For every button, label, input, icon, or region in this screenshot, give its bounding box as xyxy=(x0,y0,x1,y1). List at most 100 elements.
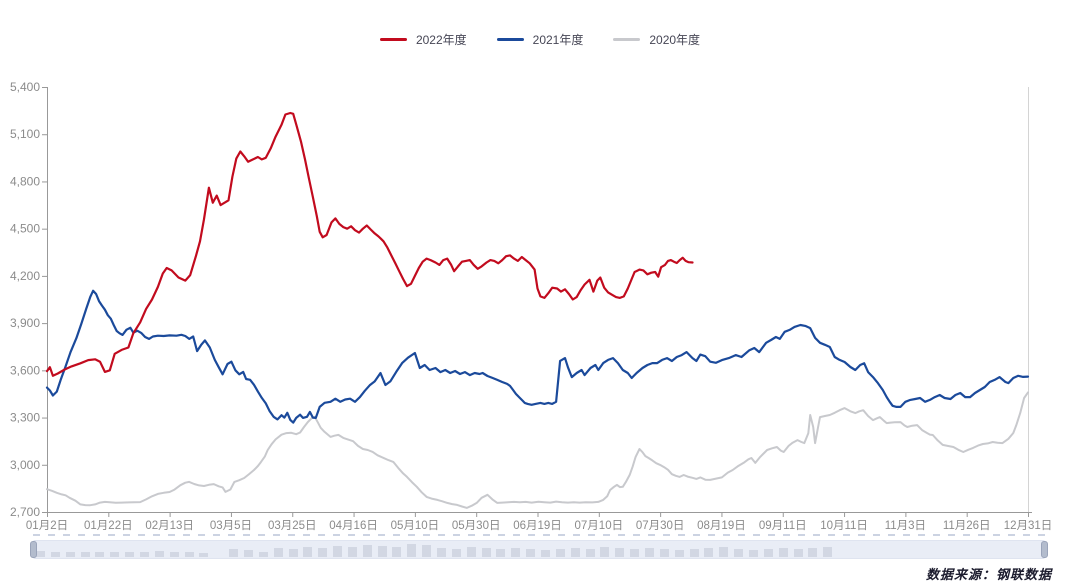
datazoom-left-handle[interactable] xyxy=(30,541,37,558)
datazoom-bar xyxy=(110,552,120,557)
y-axis-label: 2,700 xyxy=(10,505,40,519)
datazoom-bar xyxy=(451,549,461,557)
datazoom-bar xyxy=(392,547,402,557)
datazoom-bar xyxy=(644,548,654,557)
datazoom-bar xyxy=(258,552,268,557)
datazoom-bar xyxy=(734,549,744,557)
y-axis-label: 4,800 xyxy=(10,174,40,188)
x-axis-label: 03月25日 xyxy=(268,520,317,532)
datazoom-bar xyxy=(154,551,164,557)
series-line-2022年度 xyxy=(45,111,694,377)
x-axis-label: 07月10日 xyxy=(575,520,624,532)
legend-line-swatch-2021 xyxy=(496,38,524,41)
datazoom-bar xyxy=(139,552,149,557)
y-axis-label: 4,500 xyxy=(10,222,40,236)
datazoom-bar xyxy=(808,548,818,557)
x-axis-label: 11月26日 xyxy=(943,520,991,532)
datazoom-bar xyxy=(689,549,699,557)
legend-label: 2021年度 xyxy=(532,33,584,47)
datazoom-bar xyxy=(481,548,491,557)
datazoom-slider-track[interactable] xyxy=(33,540,1045,559)
datazoom-bar xyxy=(763,549,773,557)
datazoom-bar xyxy=(125,552,135,557)
datazoom-bar xyxy=(719,547,729,557)
data-source-note: 数据来源：钢联数据 xyxy=(925,567,1052,582)
datazoom-bar xyxy=(585,549,595,557)
datazoom-bar xyxy=(793,549,803,557)
legend-label: 2022年度 xyxy=(415,33,467,47)
series-line-2020年度 xyxy=(46,391,1029,509)
legend: 2022年度 2021年度 2020年度 xyxy=(0,31,1080,48)
datazoom-preview-bars xyxy=(34,541,1044,558)
datazoom-bar xyxy=(422,545,432,557)
datazoom-bar xyxy=(778,548,788,557)
x-axis-label: 06月19日 xyxy=(513,520,562,532)
y-axis-label: 4,200 xyxy=(10,269,40,283)
datazoom-bar xyxy=(50,552,60,557)
datazoom-bar xyxy=(347,547,357,557)
datazoom-bar xyxy=(437,548,447,557)
x-axis-label: 03月5日 xyxy=(210,520,252,532)
datazoom-bar xyxy=(600,547,610,557)
x-axis-label: 02月13日 xyxy=(145,520,194,532)
x-axis-label: 08月19日 xyxy=(697,520,746,532)
y-axis-label: 5,100 xyxy=(10,127,40,141)
datazoom-bar xyxy=(199,553,209,557)
datazoom-bar xyxy=(511,548,521,557)
datazoom-bar xyxy=(496,549,506,557)
x-axis-label: 10月11日 xyxy=(820,520,868,532)
datazoom-bar xyxy=(541,550,550,557)
x-axis-label: 05月10日 xyxy=(391,520,440,532)
legend-line-swatch-2020 xyxy=(613,38,641,41)
datazoom-bar xyxy=(748,550,758,557)
y-axis-label: 3,600 xyxy=(10,363,40,377)
datazoom-bar xyxy=(407,544,417,557)
datazoom-bar xyxy=(526,549,536,557)
datazoom-bar xyxy=(630,549,640,557)
datazoom-bar xyxy=(229,549,239,557)
datazoom-bar xyxy=(80,552,90,557)
datazoom-bar xyxy=(36,551,45,557)
x-axis-label: 11月3日 xyxy=(885,520,926,532)
datazoom-bar xyxy=(95,552,105,557)
datazoom-preview-line xyxy=(33,534,1045,536)
datazoom-bar xyxy=(303,547,313,557)
datazoom-bar xyxy=(674,550,684,557)
x-axis-label: 12月31日 xyxy=(1004,520,1053,532)
legend-line-swatch-2022 xyxy=(379,38,407,41)
legend-item-2021[interactable]: 2021年度 xyxy=(496,31,584,48)
x-axis-label: 09月11日 xyxy=(759,520,807,532)
datazoom-bar xyxy=(823,547,833,557)
datazoom-bar xyxy=(362,545,372,557)
datazoom-bar xyxy=(659,549,669,557)
datazoom-bar xyxy=(184,552,194,557)
datazoom-bar xyxy=(704,548,714,557)
datazoom-bar xyxy=(377,546,387,557)
x-axis-label: 01月2日 xyxy=(26,520,68,532)
x-axis-label: 05月30日 xyxy=(452,520,501,532)
x-axis-label: 01月22日 xyxy=(84,520,133,532)
datazoom-bar xyxy=(570,548,580,557)
y-axis-label: 3,300 xyxy=(10,411,40,425)
legend-item-2020[interactable]: 2020年度 xyxy=(613,31,700,48)
datazoom-right-handle[interactable] xyxy=(1041,541,1048,558)
datazoom-bar xyxy=(65,552,75,557)
datazoom-bar xyxy=(243,550,253,557)
datazoom-bar xyxy=(333,546,343,557)
legend-item-2022[interactable]: 2022年度 xyxy=(379,31,467,48)
datazoom-bar xyxy=(273,548,283,557)
x-axis-label: 04月16日 xyxy=(329,520,378,532)
y-axis-label: 3,900 xyxy=(10,316,40,330)
datazoom-bar xyxy=(288,549,298,557)
y-axis-label: 3,000 xyxy=(10,458,40,472)
datazoom-bar xyxy=(555,549,565,557)
y-axis-label: 5,400 xyxy=(10,80,40,94)
datazoom-bar xyxy=(169,552,179,557)
datazoom-bar xyxy=(466,547,476,557)
series-line-2021年度 xyxy=(45,289,1030,424)
datazoom-bar xyxy=(318,548,328,557)
legend-label: 2020年度 xyxy=(649,33,701,47)
